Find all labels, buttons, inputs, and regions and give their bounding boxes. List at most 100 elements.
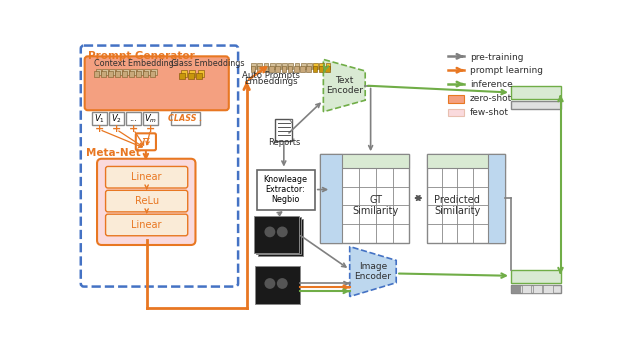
Bar [94, 71, 99, 77]
Bar [109, 69, 115, 75]
Bar [143, 112, 158, 125]
Bar [255, 266, 300, 304]
Bar [428, 154, 505, 243]
Bar [116, 69, 122, 75]
Text: +: + [146, 125, 155, 135]
Bar [320, 154, 410, 243]
Text: CLASS .: CLASS . [168, 114, 202, 123]
Bar [252, 63, 256, 69]
Text: Reports: Reports [268, 138, 300, 147]
Bar [151, 69, 157, 75]
Text: Meta-Net: Meta-Net [86, 148, 141, 159]
Bar [511, 86, 561, 99]
Text: zero-shot: zero-shot [470, 94, 512, 103]
Bar [250, 65, 255, 72]
Bar [522, 285, 531, 293]
Bar [428, 154, 505, 168]
Bar [448, 109, 463, 116]
Circle shape [264, 278, 275, 289]
Bar [150, 71, 155, 77]
Bar [488, 154, 505, 243]
Text: $V_1$: $V_1$ [94, 112, 105, 125]
Bar [307, 63, 312, 69]
Bar [171, 112, 200, 125]
Bar [307, 65, 311, 72]
Text: Image
Encoder: Image Encoder [355, 262, 392, 281]
Bar [129, 71, 134, 77]
Circle shape [277, 278, 288, 289]
Bar [511, 101, 561, 109]
Bar [179, 73, 186, 79]
Bar [92, 112, 107, 125]
Circle shape [269, 230, 280, 240]
Text: pre-training: pre-training [470, 53, 524, 62]
Bar [313, 63, 318, 69]
Polygon shape [349, 246, 396, 297]
Bar [300, 65, 305, 72]
Bar [122, 71, 127, 77]
Bar [124, 69, 129, 75]
Bar [256, 217, 301, 254]
Bar [511, 270, 561, 284]
Text: Class Embeddings: Class Embeddings [172, 58, 245, 68]
Bar [108, 71, 113, 77]
FancyBboxPatch shape [106, 214, 188, 236]
Bar [320, 154, 410, 168]
Bar [288, 65, 292, 72]
Bar [294, 63, 300, 69]
Bar [257, 170, 315, 210]
Text: Predicted
Similarity: Predicted Similarity [435, 195, 481, 216]
Bar [301, 63, 305, 69]
FancyBboxPatch shape [106, 190, 188, 212]
Bar [259, 219, 303, 256]
Text: prompt learning: prompt learning [470, 67, 543, 75]
Bar [125, 112, 141, 125]
Bar [102, 69, 108, 75]
FancyBboxPatch shape [136, 133, 156, 150]
Bar [511, 285, 520, 293]
Bar [294, 65, 298, 72]
Text: +: + [129, 125, 138, 135]
Text: $V_2$: $V_2$ [111, 112, 122, 125]
Circle shape [279, 228, 290, 239]
Bar [145, 69, 150, 75]
Bar [269, 65, 274, 72]
Bar [448, 95, 463, 103]
Bar [196, 73, 202, 79]
FancyBboxPatch shape [84, 56, 229, 110]
Text: Auto Prompts: Auto Prompts [242, 71, 300, 80]
Bar [312, 65, 317, 72]
Text: Context Embeddings: Context Embeddings [94, 58, 178, 68]
Bar [253, 216, 298, 253]
Circle shape [277, 227, 288, 237]
Bar [532, 285, 542, 293]
Text: Linear: Linear [131, 172, 162, 182]
Bar [511, 285, 561, 293]
FancyBboxPatch shape [97, 159, 195, 245]
Bar [109, 112, 124, 125]
Polygon shape [289, 120, 292, 122]
Bar [257, 65, 261, 72]
Bar [131, 69, 136, 75]
Text: +: + [112, 125, 121, 135]
Text: Text
Encoder: Text Encoder [326, 76, 363, 95]
Bar [101, 71, 106, 77]
Bar [270, 63, 275, 69]
Bar [319, 63, 324, 69]
Bar [543, 285, 553, 293]
Bar [95, 69, 101, 75]
FancyBboxPatch shape [106, 166, 188, 188]
Bar [282, 63, 287, 69]
Bar [276, 63, 281, 69]
Text: ReLu: ReLu [134, 196, 159, 206]
Text: GT
Similarity: GT Similarity [353, 195, 399, 216]
Bar [325, 65, 330, 72]
Text: Linear: Linear [131, 220, 162, 230]
Bar [198, 70, 204, 77]
Bar [115, 71, 120, 77]
Text: inference: inference [470, 80, 513, 89]
Text: ...: ... [129, 114, 138, 123]
Text: Embeddings: Embeddings [244, 77, 298, 86]
Bar [282, 65, 286, 72]
Text: Prompt Generator: Prompt Generator [88, 51, 195, 61]
